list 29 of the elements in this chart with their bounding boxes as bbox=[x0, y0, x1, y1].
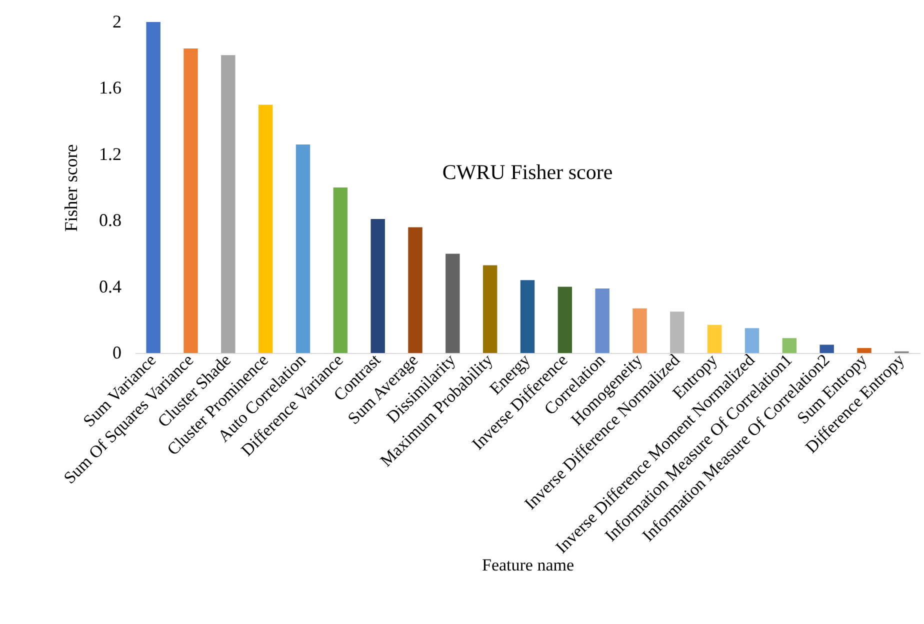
y-tick-label: 0.4 bbox=[99, 276, 122, 296]
bar bbox=[296, 144, 310, 353]
bar bbox=[558, 286, 572, 353]
y-axis-title: Fisher score bbox=[61, 144, 81, 232]
x-axis-title: Feature name bbox=[482, 556, 574, 574]
bar bbox=[820, 344, 834, 353]
bar bbox=[707, 324, 722, 353]
bar bbox=[744, 328, 760, 353]
y-tick-label: 0 bbox=[112, 342, 122, 362]
y-tick-label: 1.2 bbox=[99, 144, 122, 164]
bar bbox=[370, 218, 385, 353]
y-tick-label: 2 bbox=[112, 12, 122, 32]
bar bbox=[146, 22, 160, 353]
bar bbox=[446, 254, 460, 353]
bar bbox=[221, 55, 236, 353]
bar bbox=[670, 312, 684, 353]
bar bbox=[857, 348, 872, 353]
bar bbox=[258, 104, 273, 353]
bar bbox=[333, 188, 348, 353]
bar bbox=[520, 280, 535, 353]
bar bbox=[184, 48, 198, 353]
bar bbox=[408, 227, 422, 353]
y-tick-label: 1.6 bbox=[99, 78, 122, 98]
bar bbox=[482, 265, 498, 353]
text: CWRU Fisher score bbox=[442, 160, 613, 184]
bar bbox=[595, 288, 610, 353]
bar bbox=[782, 338, 797, 353]
bar bbox=[632, 308, 647, 353]
y-tick-label: 0.8 bbox=[99, 210, 122, 230]
